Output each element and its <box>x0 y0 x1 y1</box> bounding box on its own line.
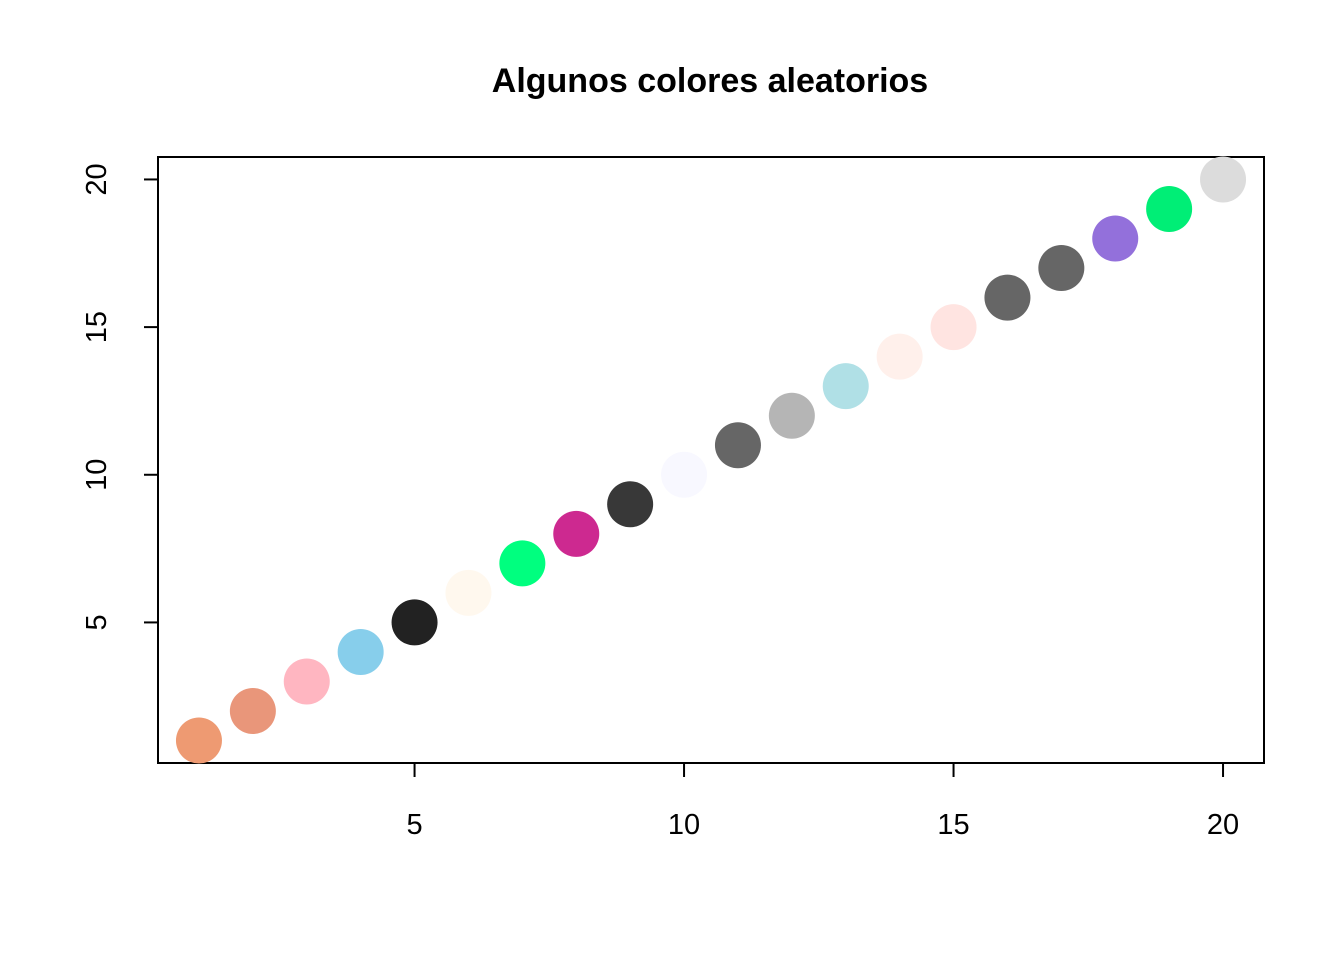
y-axis: 5 10 15 20 <box>81 163 158 630</box>
data-point-15 <box>930 304 977 351</box>
x-tick-label: 15 <box>937 809 969 841</box>
y-tick-label: 5 <box>81 614 113 630</box>
data-point-1 <box>175 717 222 764</box>
data-point-17 <box>1038 245 1085 292</box>
data-point-14 <box>876 333 923 380</box>
y-tick-label: 10 <box>81 459 113 491</box>
data-point-9 <box>607 481 654 528</box>
data-point-16 <box>984 274 1031 321</box>
y-tick-label: 20 <box>81 163 113 195</box>
y-tick-label: 15 <box>81 311 113 343</box>
data-point-4 <box>337 628 384 675</box>
data-point-3 <box>283 658 330 705</box>
data-point-6 <box>445 569 492 616</box>
data-point-10 <box>661 451 708 498</box>
data-point-12 <box>768 392 815 439</box>
x-axis: 5 10 15 20 <box>406 763 1239 841</box>
data-points <box>175 156 1247 764</box>
x-tick-label: 5 <box>406 809 422 841</box>
data-point-19 <box>1146 185 1193 232</box>
x-tick-label: 20 <box>1207 809 1239 841</box>
data-point-18 <box>1092 215 1139 262</box>
data-point-20 <box>1200 156 1247 203</box>
plot-frame <box>157 156 1265 764</box>
x-tick-label: 10 <box>668 809 700 841</box>
data-point-7 <box>499 540 546 587</box>
chart-title: Algunos colores aleatorios <box>492 62 928 100</box>
data-point-2 <box>229 688 276 735</box>
data-point-13 <box>822 363 869 410</box>
data-point-11 <box>714 422 761 469</box>
data-point-5 <box>391 599 438 646</box>
data-point-8 <box>553 510 600 557</box>
